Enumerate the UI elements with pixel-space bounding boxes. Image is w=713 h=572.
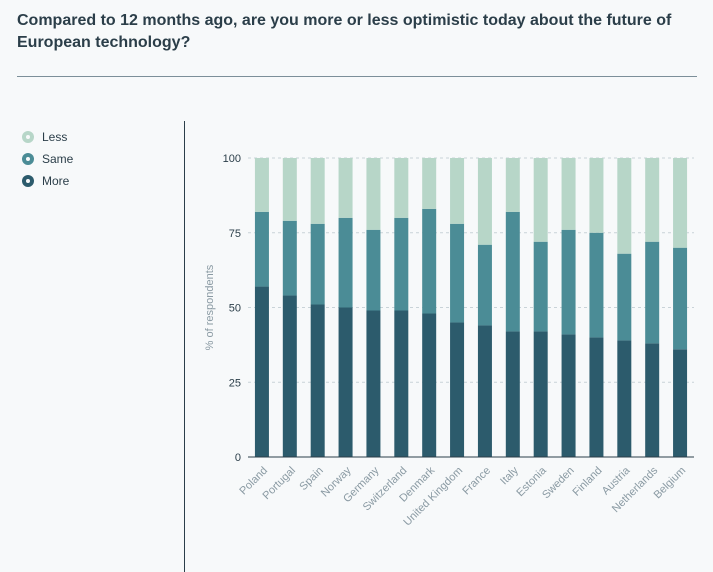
chart-title: Compared to 12 months ago, are you more …: [17, 12, 672, 51]
bar-less-italy[interactable]: [505, 158, 520, 212]
bar-less-austria[interactable]: [617, 158, 632, 254]
bar-less-denmark[interactable]: [422, 158, 437, 209]
bar-more-estonia[interactable]: [533, 331, 548, 457]
bar-less-netherlands[interactable]: [645, 158, 660, 242]
bar-same-poland[interactable]: [254, 211, 269, 287]
bar-less-finland[interactable]: [589, 158, 604, 233]
y-tick-label: 100: [223, 153, 241, 165]
bar-same-portugal[interactable]: [282, 220, 297, 296]
bar-more-belgium[interactable]: [673, 349, 688, 457]
bar-less-spain[interactable]: [310, 158, 325, 224]
bar-same-switzerland[interactable]: [394, 217, 409, 311]
x-tick-label: France: [460, 465, 493, 498]
bar-less-sweden[interactable]: [561, 158, 576, 230]
x-tick-label: Finland: [571, 465, 605, 499]
bar-less-belgium[interactable]: [673, 158, 688, 248]
bar-same-estonia[interactable]: [533, 241, 548, 332]
y-tick-label: 25: [229, 377, 241, 389]
legend-chart-divider: [184, 121, 185, 572]
bar-same-netherlands[interactable]: [645, 241, 660, 344]
bar-more-germany[interactable]: [366, 310, 381, 457]
bar-same-norway[interactable]: [338, 217, 353, 308]
y-tick-label: 75: [229, 228, 241, 240]
legend-swatch-more: [22, 175, 34, 187]
bar-more-finland[interactable]: [589, 337, 604, 457]
bar-same-austria[interactable]: [617, 253, 632, 341]
bar-less-switzerland[interactable]: [394, 158, 409, 218]
bar-less-estonia[interactable]: [533, 158, 548, 242]
bar-more-netherlands[interactable]: [645, 343, 660, 457]
title-divider: [17, 76, 697, 77]
bar-same-germany[interactable]: [366, 229, 381, 311]
bar-same-sweden[interactable]: [561, 229, 576, 335]
legend-swatch-less: [22, 131, 34, 143]
bar-less-united-kingdom[interactable]: [450, 158, 465, 224]
x-tick-label: Italy: [498, 464, 521, 487]
bar-less-france[interactable]: [477, 158, 492, 245]
bar-same-italy[interactable]: [505, 211, 520, 332]
bar-same-belgium[interactable]: [673, 247, 688, 350]
bar-more-austria[interactable]: [617, 340, 632, 457]
bar-more-norway[interactable]: [338, 307, 353, 458]
bar-more-france[interactable]: [477, 325, 492, 457]
bar-more-switzerland[interactable]: [394, 310, 409, 457]
bar-less-poland[interactable]: [254, 158, 269, 212]
legend-label-less: Less: [42, 130, 68, 144]
legend-item-same[interactable]: Same: [22, 148, 73, 170]
legend-label-more: More: [42, 174, 70, 188]
legend-item-less[interactable]: Less: [22, 126, 73, 148]
legend-label-same: Same: [42, 152, 74, 166]
legend-swatch-same: [22, 153, 34, 165]
bar-more-portugal[interactable]: [282, 295, 297, 457]
bar-more-poland[interactable]: [254, 286, 269, 457]
bar-less-norway[interactable]: [338, 158, 353, 218]
bar-more-sweden[interactable]: [561, 334, 576, 457]
bar-less-portugal[interactable]: [282, 158, 297, 221]
bar-same-denmark[interactable]: [422, 208, 437, 314]
bar-more-denmark[interactable]: [422, 313, 437, 457]
bar-same-france[interactable]: [477, 244, 492, 326]
y-tick-label: 50: [229, 303, 241, 315]
bar-less-germany[interactable]: [366, 158, 381, 230]
bar-more-italy[interactable]: [505, 331, 520, 457]
bar-same-united-kingdom[interactable]: [450, 223, 465, 323]
bar-same-finland[interactable]: [589, 232, 604, 338]
bar-more-spain[interactable]: [310, 304, 325, 457]
bar-more-united-kingdom[interactable]: [450, 322, 465, 457]
legend-item-more[interactable]: More: [22, 170, 73, 192]
bar-same-spain[interactable]: [310, 223, 325, 305]
y-tick-label: 0: [235, 452, 241, 464]
y-axis-label: % of respondents: [204, 264, 216, 350]
legend: Less Same More: [22, 126, 73, 192]
